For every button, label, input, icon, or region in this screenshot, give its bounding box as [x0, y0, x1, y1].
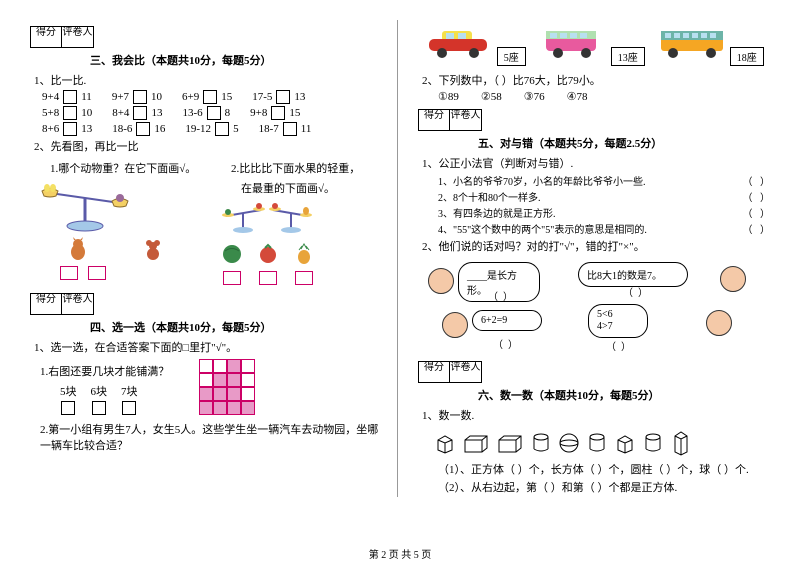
- speech-bubble: 5<64>7: [588, 304, 648, 338]
- child-face-icon: [428, 268, 454, 294]
- car-seat-label: 13座: [611, 47, 645, 66]
- sphere-icon: [558, 432, 580, 454]
- choice-box[interactable]: [88, 266, 106, 280]
- opt-label: 7块: [121, 386, 138, 398]
- s4-q2-text: 2.第一小组有男生7人，女生5人。这些学生坐一辆汽车去动物园，坐哪一辆车比较合适…: [40, 421, 382, 453]
- s3-sub2: 2.比比比下面水果的轻重，: [231, 160, 382, 176]
- car-seat-label: 18座: [730, 47, 764, 66]
- answer-box[interactable]: [207, 106, 221, 120]
- tomato-icon: [257, 243, 279, 265]
- answer-paren[interactable]: （ ）: [743, 189, 771, 204]
- opt-label: 5块: [60, 386, 77, 398]
- s3-sub1: 1.哪个动物重？在它下面画√。: [50, 160, 201, 176]
- choice-box[interactable]: [122, 401, 136, 415]
- comp-row: 9+411 9+710 6+915 17-513: [42, 90, 382, 104]
- s6-line1: （1）、正方体（ ）个，长方体（ ）个，圆柱（ ）个，球（ ）个.: [438, 461, 770, 477]
- answer-paren[interactable]: （ ）: [743, 205, 771, 220]
- page-footer: 第 2 页 共 5 页: [0, 546, 800, 561]
- answer-box[interactable]: [203, 90, 217, 104]
- cuboid-icon: [670, 429, 692, 457]
- speech-bubbles-area: ____是长方形。 （ ） 比8大1的数是7。 （ ） 6+2=9 （ ） 5<…: [428, 260, 770, 355]
- balance-scale-icon: [211, 198, 321, 238]
- cylinder-icon: [642, 432, 664, 454]
- answer-box[interactable]: [283, 122, 297, 136]
- comparison-rows: 9+411 9+710 6+915 17-513 5+810 8+413 13-…: [30, 90, 382, 136]
- answer-paren[interactable]: （ ）: [743, 173, 771, 188]
- animal-mouse-icon: [142, 236, 164, 262]
- s6-line2: （2）、从右边起，第（ ）和第（ ）个都是正方体.: [438, 479, 770, 495]
- cuboid-icon: [496, 432, 524, 454]
- answer-box[interactable]: [133, 90, 147, 104]
- answer-box[interactable]: [271, 106, 285, 120]
- cube-icon: [614, 432, 636, 454]
- child-face-icon: [442, 312, 468, 338]
- s6-q1-label: 1、数一数.: [422, 407, 770, 423]
- choice-box[interactable]: [60, 266, 78, 280]
- answer-paren[interactable]: （ ）: [743, 221, 771, 236]
- s3-q2-label: 2、先看图，再比一比: [34, 138, 382, 154]
- score-label: 得分: [30, 293, 62, 315]
- grader-label: 评卷人: [62, 26, 94, 48]
- bus-icon: [657, 26, 727, 61]
- cuboid-icon: [462, 432, 490, 454]
- grader-label: 评卷人: [62, 293, 94, 315]
- tile-grid-icon: [199, 359, 255, 415]
- judge-list: 1、小名的爷爷70岁，小名的年龄比爷爷小一些.（ ） 2、8个十和80个一样多.…: [438, 173, 770, 236]
- answer-paren[interactable]: （ ）: [488, 288, 513, 303]
- s5-q2-label: 2、他们说的话对吗？对的打"√"，错的打"×"。: [422, 238, 770, 254]
- choice-box[interactable]: [61, 401, 75, 415]
- balance-scale-icon: [30, 178, 140, 233]
- watermelon-icon: [221, 243, 243, 265]
- compare-q-opts: ①89 ②58 ③76 ④78: [438, 90, 770, 103]
- shapes-row: [434, 429, 770, 457]
- van-icon: [538, 26, 608, 61]
- child-face-icon: [706, 310, 732, 336]
- cylinder-icon: [586, 432, 608, 454]
- section5-title: 五、对与错（本题共5分，每题2.5分）: [478, 135, 770, 151]
- car-icon: [424, 26, 494, 61]
- opt-label: 6块: [91, 386, 108, 398]
- s5-q1-label: 1、公正小法官（判断对与错）.: [422, 155, 770, 171]
- s3-sub2b: 在最重的下面画√。: [241, 180, 382, 196]
- answer-paren[interactable]: （ ）: [623, 284, 648, 299]
- s4-q1-text: 1.右图还要几块才能铺满？: [40, 363, 169, 379]
- s4-q1-label: 1、选一选，在合适答案下面的□里打"√"。: [34, 339, 382, 355]
- answer-box[interactable]: [136, 122, 150, 136]
- answer-box[interactable]: [63, 90, 77, 104]
- pineapple-icon: [293, 243, 315, 265]
- answer-box[interactable]: [133, 106, 147, 120]
- cube-icon: [434, 432, 456, 454]
- choice-box[interactable]: [92, 401, 106, 415]
- speech-bubble: 6+2=9: [472, 310, 542, 331]
- s3-q1-label: 1、比一比.: [34, 72, 382, 88]
- score-label: 得分: [30, 26, 62, 48]
- section6-title: 六、数一数（本题共10分，每题5分）: [478, 387, 770, 403]
- answer-paren[interactable]: （ ）: [606, 338, 631, 353]
- compare-q-text: 2、下列数中，（ ）比76大，比79小。: [422, 72, 770, 88]
- car-seat-label: 5座: [497, 47, 526, 66]
- grader-label: 评卷人: [450, 109, 482, 131]
- comp-row: 8+613 18-616 19-125 18-711: [42, 122, 382, 136]
- answer-box[interactable]: [215, 122, 229, 136]
- answer-paren[interactable]: （ ）: [493, 336, 518, 351]
- score-label: 得分: [418, 361, 450, 383]
- choice-box[interactable]: [295, 271, 313, 285]
- section3-title: 三、我会比（本题共10分，每题5分）: [90, 52, 382, 68]
- section4-title: 四、选一选（本题共10分，每题5分）: [90, 319, 382, 335]
- answer-box[interactable]: [276, 90, 290, 104]
- child-face-icon: [720, 266, 746, 292]
- answer-box[interactable]: [63, 122, 77, 136]
- comp-row: 5+810 8+413 13-68 9+815: [42, 106, 382, 120]
- animal-cat-icon: [67, 236, 89, 262]
- choice-box[interactable]: [223, 271, 241, 285]
- answer-box[interactable]: [63, 106, 77, 120]
- grader-label: 评卷人: [450, 361, 482, 383]
- choice-box[interactable]: [259, 271, 277, 285]
- score-label: 得分: [418, 109, 450, 131]
- cylinder-icon: [530, 432, 552, 454]
